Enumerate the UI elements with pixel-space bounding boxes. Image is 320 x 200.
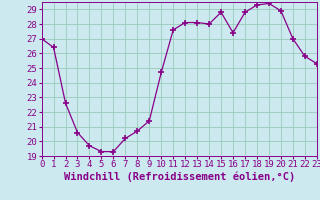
X-axis label: Windchill (Refroidissement éolien,°C): Windchill (Refroidissement éolien,°C) (64, 172, 295, 182)
